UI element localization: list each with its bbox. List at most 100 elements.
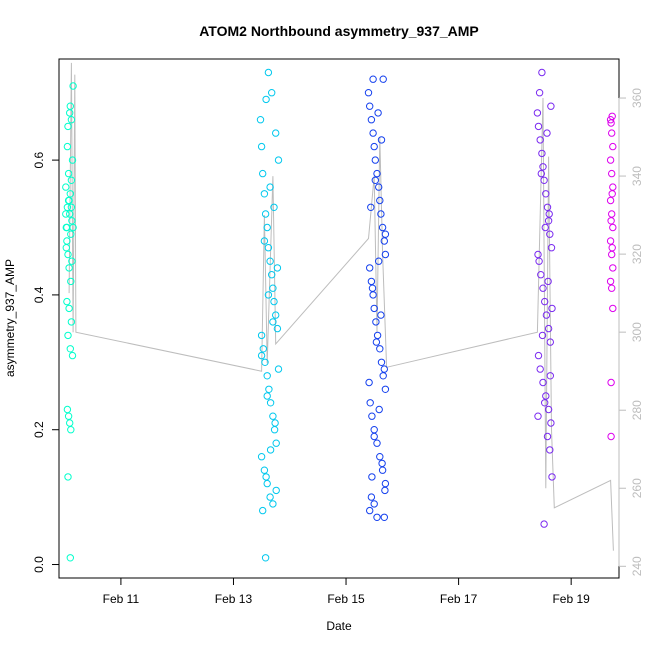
chart-title: ATOM2 Northbound asymmetry_937_AMP xyxy=(199,23,479,39)
data-point xyxy=(371,176,379,185)
right-tick-label: 300 xyxy=(630,322,644,342)
data-point xyxy=(607,217,615,225)
data-point xyxy=(62,183,70,191)
data-point xyxy=(62,210,70,218)
data-point xyxy=(606,237,615,245)
y-tick-label: 0.6 xyxy=(32,151,46,168)
series-group xyxy=(606,112,617,441)
data-point xyxy=(371,156,379,164)
data-point xyxy=(548,304,556,313)
data-point xyxy=(67,230,75,238)
data-point xyxy=(373,331,382,340)
points-layer xyxy=(62,68,617,562)
data-point xyxy=(366,102,374,110)
data-point xyxy=(380,365,388,373)
right-tick-label: 340 xyxy=(630,166,644,186)
data-point xyxy=(368,284,377,292)
data-point xyxy=(68,351,77,360)
data-point xyxy=(67,176,76,185)
data-point xyxy=(375,183,383,191)
data-point xyxy=(263,392,271,400)
data-point xyxy=(368,412,376,420)
data-point xyxy=(261,554,270,562)
data-point xyxy=(367,493,376,501)
data-point xyxy=(64,331,72,340)
data-point xyxy=(538,331,547,340)
data-point xyxy=(257,351,266,360)
data-point xyxy=(372,318,380,326)
right-tick-label: 360 xyxy=(630,88,644,108)
data-point xyxy=(268,89,276,97)
data-point xyxy=(539,284,547,292)
data-point xyxy=(609,264,617,272)
data-point xyxy=(63,223,71,232)
right-tick-label: 260 xyxy=(630,478,644,498)
data-point xyxy=(263,479,271,488)
data-point xyxy=(609,223,617,232)
data-point xyxy=(379,75,387,83)
data-point xyxy=(547,419,555,427)
data-point xyxy=(64,122,72,131)
data-point xyxy=(63,297,71,306)
data-point xyxy=(534,250,542,259)
data-point xyxy=(546,338,554,346)
data-point xyxy=(378,223,387,232)
data-point xyxy=(543,129,551,137)
data-point xyxy=(545,210,553,218)
data-point xyxy=(380,237,388,245)
data-point xyxy=(66,345,75,353)
data-point xyxy=(541,223,549,232)
data-point xyxy=(260,237,269,245)
data-point xyxy=(68,257,76,265)
x-axis: Feb 11 Feb 13 Feb 15 Feb 17 Feb 19 xyxy=(103,578,590,606)
data-point xyxy=(264,291,273,299)
data-point xyxy=(272,129,280,137)
data-point xyxy=(608,210,616,218)
data-point xyxy=(606,116,615,124)
data-point xyxy=(380,513,388,521)
data-point xyxy=(606,156,615,164)
data-point xyxy=(66,419,74,427)
data-point xyxy=(64,169,73,178)
series-group xyxy=(364,75,390,521)
data-point xyxy=(373,169,381,178)
y-tick-label: 0.4 xyxy=(32,286,46,303)
data-point xyxy=(379,372,387,380)
right-tick-label: 280 xyxy=(630,400,644,420)
data-point xyxy=(66,190,75,198)
data-point xyxy=(366,399,374,407)
data-point xyxy=(257,453,266,461)
data-point xyxy=(377,136,386,144)
data-point xyxy=(368,473,376,481)
data-point xyxy=(534,351,543,360)
data-point xyxy=(609,183,617,191)
data-point xyxy=(266,446,275,454)
data-point xyxy=(381,250,390,259)
data-point xyxy=(534,412,542,420)
data-point xyxy=(377,210,385,218)
data-point xyxy=(257,331,266,340)
data-point xyxy=(266,183,274,191)
data-point xyxy=(272,486,280,495)
data-point xyxy=(608,190,616,198)
data-point xyxy=(608,169,616,178)
y-tick-label: 0.2 xyxy=(32,421,46,438)
data-point xyxy=(547,102,555,110)
data-point xyxy=(273,324,282,333)
data-point xyxy=(366,506,374,515)
data-point xyxy=(536,365,544,373)
data-point xyxy=(261,358,269,366)
data-point xyxy=(376,196,384,205)
data-point xyxy=(265,385,273,393)
data-point xyxy=(541,399,549,407)
right-tick-label: 240 xyxy=(630,556,644,576)
x-tick-label: Feb 11 xyxy=(103,592,140,606)
data-point xyxy=(378,459,386,468)
data-point xyxy=(608,129,616,137)
data-point xyxy=(65,304,73,313)
data-point xyxy=(546,372,554,380)
data-point xyxy=(66,102,75,110)
data-point xyxy=(608,250,616,259)
data-point xyxy=(66,210,74,218)
